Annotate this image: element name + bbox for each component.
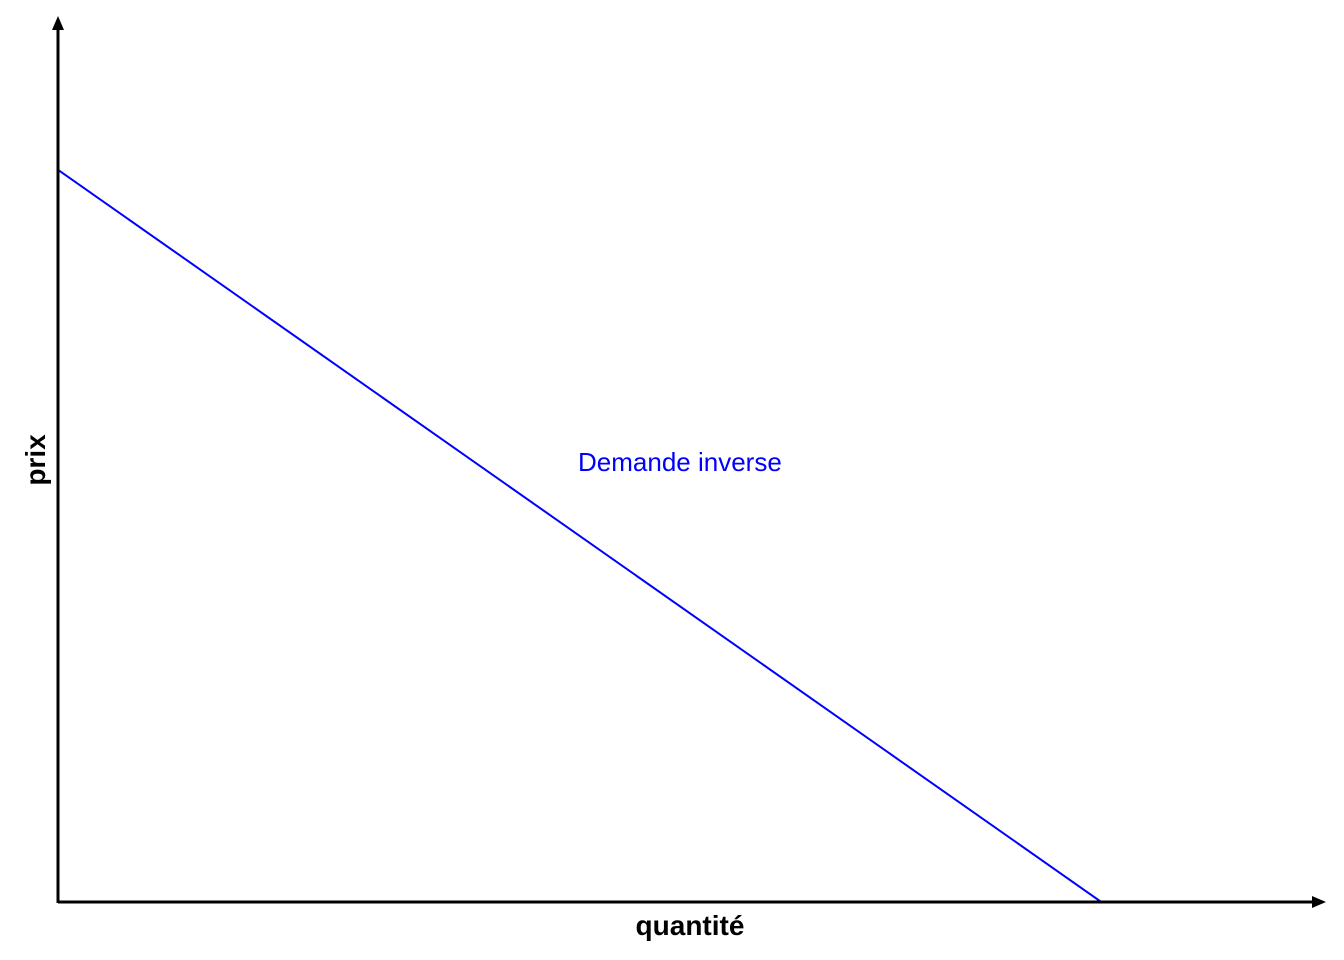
y-axis-title: prix (20, 434, 51, 486)
demand-curve-line (57, 168, 1102, 903)
x-axis-title: quantité (636, 910, 745, 941)
axes: quantité prix (20, 16, 1326, 941)
x-axis-arrow-icon (1312, 896, 1326, 908)
demand-curve-label: Demande inverse (578, 447, 782, 477)
y-axis-arrow-icon (52, 16, 64, 30)
plot-area: Demande inverse (57, 168, 1102, 903)
